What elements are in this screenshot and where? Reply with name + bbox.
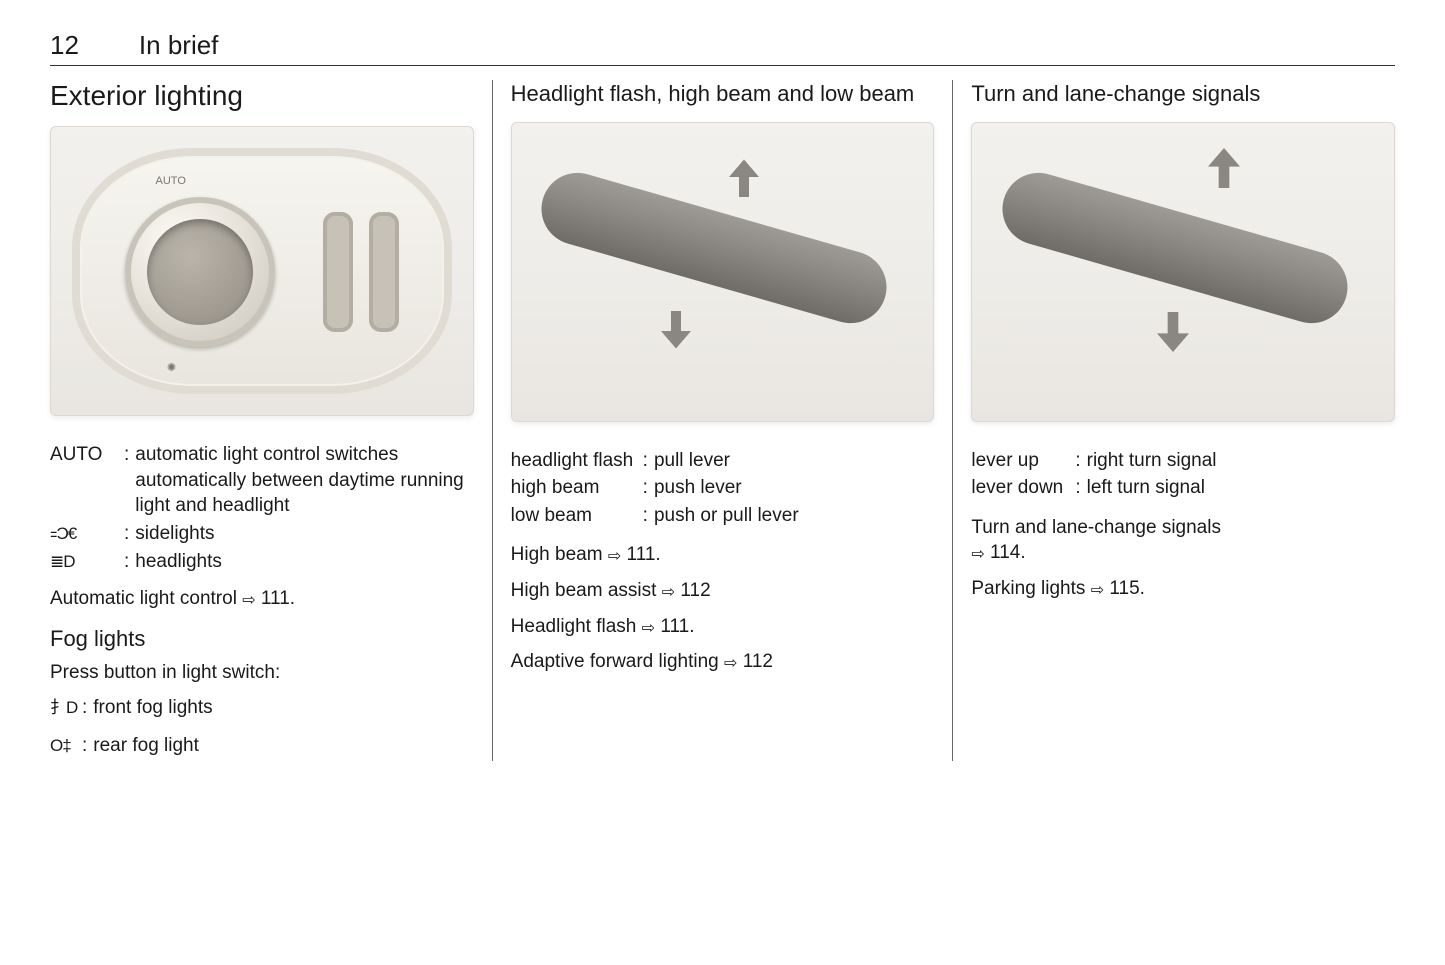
figure-stalk-turn <box>971 122 1395 422</box>
headlamp-level-slider <box>323 212 353 332</box>
def-desc: rear fog light <box>93 733 473 759</box>
definition-list-turn: lever up : right turn signal lever down … <box>971 448 1395 501</box>
def-colon: : <box>639 503 654 529</box>
arrow-down-icon <box>646 296 706 356</box>
headlights-icon: ≣D <box>50 549 120 575</box>
front-fog-icon: 扌D <box>50 695 78 721</box>
ref-text: Adaptive forward lighting <box>511 651 724 672</box>
def-term: high beam <box>511 475 639 501</box>
page-ref-arrow-icon: ⇨ <box>971 544 984 566</box>
ref-text: Parking lights <box>971 578 1090 599</box>
sidelights-icon: ꞊Ͻ€ <box>50 521 120 547</box>
def-desc: automatic light control switches automat… <box>135 442 473 519</box>
page-ref-arrow-icon: ⇨ <box>1091 580 1104 602</box>
section-title-turn-signals: Turn and lane-change signals <box>971 80 1395 108</box>
dial-label-auto: AUTO <box>156 175 186 187</box>
page-number: 12 <box>50 30 79 61</box>
ref-page: 111. <box>660 616 694 637</box>
def-desc: push or pull lever <box>654 503 934 529</box>
def-row: AUTO : automatic light control switches … <box>50 442 474 519</box>
def-colon: : <box>639 475 654 501</box>
def-row: 扌D : front fog lights <box>50 695 474 721</box>
def-colon: : <box>120 521 135 547</box>
ref-page: 111. <box>261 588 295 609</box>
def-row: lever down : left turn signal <box>971 475 1395 501</box>
ref-automatic-light-control: Automatic light control ⇨ 111. <box>50 586 474 612</box>
def-term: low beam <box>511 503 639 529</box>
page-header: 12 In brief <box>50 30 1395 66</box>
ref-line: Headlight flash ⇨ 111. <box>511 614 935 640</box>
ref-page: 111. <box>627 544 661 565</box>
page-ref-arrow-icon: ⇨ <box>608 546 621 568</box>
def-desc: push lever <box>654 475 934 501</box>
def-colon: : <box>1071 475 1086 501</box>
column-exterior-lighting: Exterior lighting AUTO ✺ AUTO : automati… <box>50 80 492 761</box>
ref-page: 114. <box>990 542 1026 563</box>
def-term-auto: AUTO <box>50 442 120 468</box>
ref-page: 112 <box>680 580 710 601</box>
definition-list-light-modes: AUTO : automatic light control switches … <box>50 442 474 574</box>
section-title-exterior-lighting: Exterior lighting <box>50 80 474 112</box>
def-colon: : <box>78 733 93 759</box>
column-headlight-flash: Headlight flash, high beam and low beam … <box>492 80 953 761</box>
def-desc: front fog lights <box>93 695 473 721</box>
page-ref-arrow-icon: ⇨ <box>662 582 675 604</box>
fog-intro: Press button in light switch: <box>50 660 474 686</box>
ref-text: High beam <box>511 544 608 565</box>
ref-line: Adaptive forward lighting ⇨ 112 <box>511 649 935 675</box>
arrow-up-icon <box>1192 140 1256 204</box>
light-switch-dial <box>125 197 275 347</box>
ref-text: Turn and lane-change signals <box>971 517 1221 538</box>
def-row: ꞊Ͻ€ : sidelights <box>50 521 474 547</box>
def-row: headlight flash : pull lever <box>511 448 935 474</box>
light-switch-panel: AUTO ✺ <box>72 148 452 394</box>
ref-page: 112 <box>743 651 773 672</box>
figure-stalk-beam <box>511 122 935 422</box>
figure-light-switch: AUTO ✺ <box>50 126 474 416</box>
def-row: ≣D : headlights <box>50 549 474 575</box>
ref-text: High beam assist <box>511 580 662 601</box>
def-term: headlight flash <box>511 448 639 474</box>
def-colon: : <box>120 549 135 575</box>
page-ref-arrow-icon: ⇨ <box>242 590 255 612</box>
ref-line: High beam ⇨ 111. <box>511 542 935 568</box>
def-desc: left turn signal <box>1087 475 1395 501</box>
def-desc: sidelights <box>135 521 473 547</box>
section-title-headlight-flash: Headlight flash, high beam and low beam <box>511 80 935 108</box>
instrument-dimmer-slider <box>369 212 399 332</box>
def-term: lever up <box>971 448 1071 474</box>
ref-text: Automatic light control <box>50 588 242 609</box>
chapter-title: In brief <box>139 30 219 61</box>
def-term: lever down <box>971 475 1071 501</box>
ref-line: Turn and lane-change signals ⇨ 114. <box>971 515 1395 566</box>
def-row: low beam : push or pull lever <box>511 503 935 529</box>
page-ref-arrow-icon: ⇨ <box>724 653 737 675</box>
subheading-fog-lights: Fog lights <box>50 626 474 652</box>
def-colon: : <box>639 448 654 474</box>
def-row: O‡ : rear fog light <box>50 733 474 759</box>
light-switch-dial-inner <box>147 219 253 325</box>
page-ref-arrow-icon: ⇨ <box>642 618 655 640</box>
def-desc: right turn signal <box>1087 448 1395 474</box>
ref-line: High beam assist ⇨ 112 <box>511 578 935 604</box>
def-desc: headlights <box>135 549 473 575</box>
dial-label-off-icon: ✺ <box>167 361 176 374</box>
rear-fog-icon: O‡ <box>50 733 78 759</box>
def-colon: : <box>1071 448 1086 474</box>
ref-text: Headlight flash <box>511 616 642 637</box>
definition-list-beam: headlight flash : pull lever high beam :… <box>511 448 935 529</box>
arrow-down-icon <box>1141 296 1205 360</box>
content-columns: Exterior lighting AUTO ✺ AUTO : automati… <box>50 80 1395 761</box>
def-row: high beam : push lever <box>511 475 935 501</box>
column-turn-signals: Turn and lane-change signals lever up : … <box>952 80 1395 761</box>
arrow-up-icon <box>714 152 774 212</box>
def-desc: pull lever <box>654 448 934 474</box>
ref-page: 115. <box>1109 578 1145 599</box>
def-colon: : <box>78 695 93 721</box>
def-row: lever up : right turn signal <box>971 448 1395 474</box>
def-colon: : <box>120 442 135 468</box>
ref-line: Parking lights ⇨ 115. <box>971 576 1395 602</box>
